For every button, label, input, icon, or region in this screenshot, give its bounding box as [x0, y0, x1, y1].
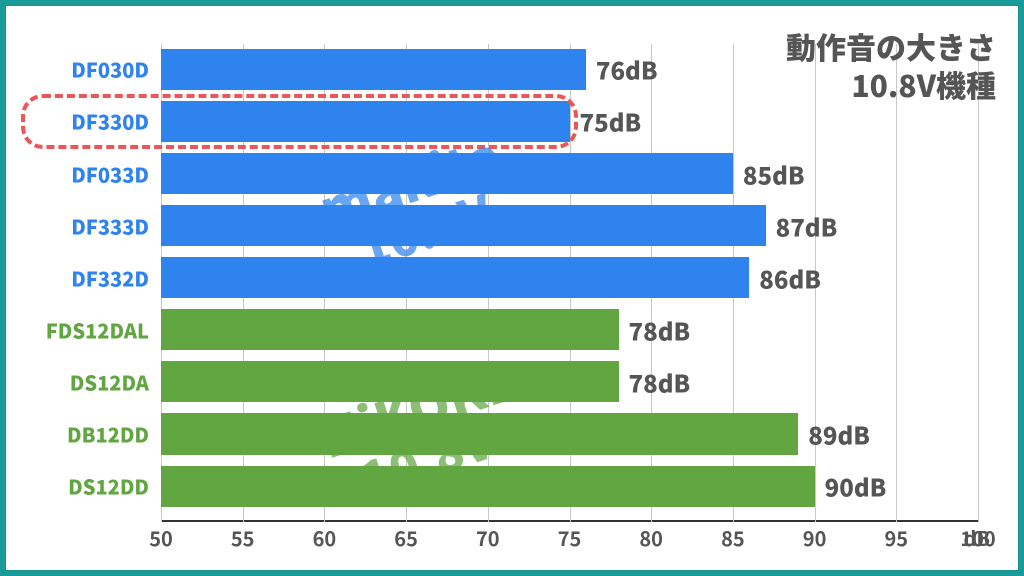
- gridline: [978, 44, 979, 522]
- bar-row: FDS12DAL78dB: [161, 309, 978, 350]
- value-label: 87dB: [776, 208, 838, 243]
- value-label: 89dB: [808, 417, 870, 452]
- bar: [161, 361, 619, 402]
- bar: [161, 49, 586, 90]
- x-tick-label: 70: [476, 523, 500, 552]
- y-axis-label: DF332D: [71, 263, 149, 292]
- y-axis-label: DF333D: [71, 211, 149, 240]
- chart-title: 動作音の大きさ 10.8V機種: [786, 28, 996, 103]
- value-label: 90dB: [825, 469, 887, 504]
- bar: [161, 257, 749, 298]
- bar-row: DB12DD89dB: [161, 413, 978, 454]
- value-label: 76dB: [596, 52, 658, 87]
- x-tick-label: 80: [639, 523, 663, 552]
- x-tick-label: 55: [231, 523, 255, 552]
- y-axis-label: DF033D: [71, 159, 149, 188]
- bar-row: DS12DA78dB: [161, 361, 978, 402]
- x-tick-label: 85: [721, 523, 745, 552]
- bar: [161, 205, 766, 246]
- value-label: 86dB: [759, 260, 821, 295]
- value-label: 78dB: [629, 364, 691, 399]
- plot-area: dB 50556065707580859095100DF030D76dBDF33…: [161, 44, 978, 522]
- bar: [161, 101, 570, 142]
- x-tick-label: 100: [960, 523, 995, 552]
- y-axis-label: FDS12DAL: [46, 315, 149, 344]
- value-label: 85dB: [743, 156, 805, 191]
- x-tick-label: 90: [803, 523, 827, 552]
- bar-row: DF333D87dB: [161, 205, 978, 246]
- y-axis-label: DB12DD: [67, 420, 149, 449]
- bar-row: DF330D75dB: [161, 101, 978, 142]
- bar: [161, 153, 733, 194]
- x-tick-label: 75: [558, 523, 582, 552]
- x-tick-label: 60: [313, 523, 337, 552]
- y-axis-label: DS12DA: [70, 367, 149, 396]
- bar-row: DF332D86dB: [161, 257, 978, 298]
- title-line-1: 動作音の大きさ: [786, 28, 996, 66]
- value-label: 78dB: [629, 312, 691, 347]
- bar: [161, 466, 815, 507]
- y-axis-label: DF030D: [71, 55, 149, 84]
- x-tick-label: 65: [394, 523, 418, 552]
- y-axis-label: DF330D: [71, 107, 149, 136]
- bar-row: DS12DD90dB: [161, 466, 978, 507]
- y-axis-label: DS12DD: [68, 472, 149, 501]
- value-label: 75dB: [580, 104, 642, 139]
- x-tick-label: 95: [884, 523, 908, 552]
- bar: [161, 309, 619, 350]
- title-line-2: 10.8V機種: [786, 66, 996, 104]
- bar-row: DF033D85dB: [161, 153, 978, 194]
- bar: [161, 413, 798, 454]
- x-tick-label: 50: [149, 523, 173, 552]
